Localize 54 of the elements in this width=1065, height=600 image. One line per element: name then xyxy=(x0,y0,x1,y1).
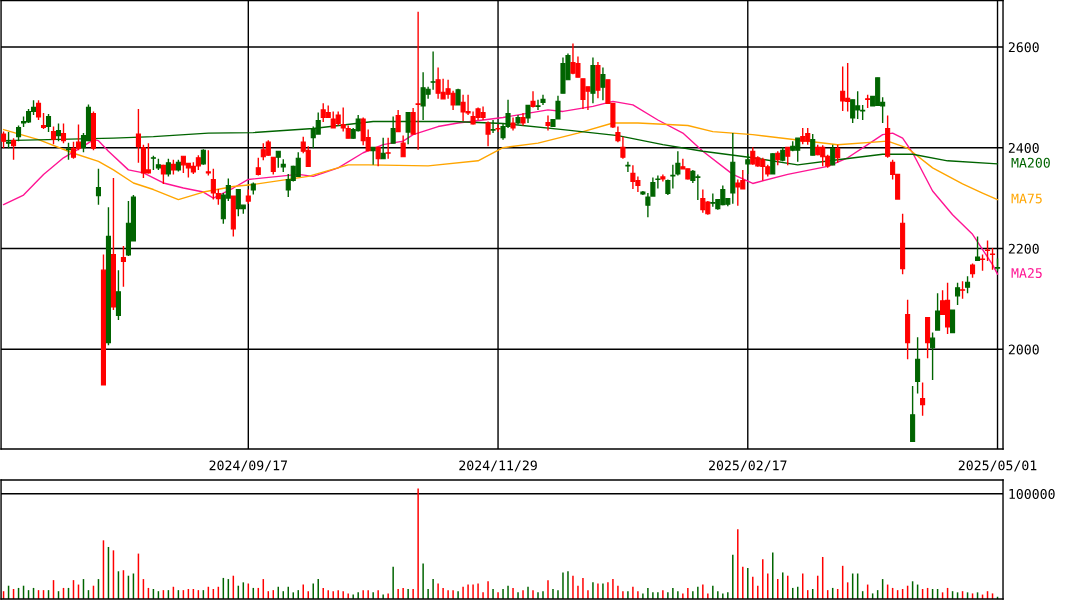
y-tick-label: 2200 xyxy=(1008,243,1039,254)
x-tick-label: 2025/02/17 xyxy=(709,460,787,472)
series-label: MA25 xyxy=(1011,268,1042,279)
line-series xyxy=(2,100,999,275)
x-tick-label: 2025/05/01 xyxy=(958,460,1037,472)
candlestick xyxy=(835,143,841,164)
candlestick xyxy=(400,134,406,158)
candlestick xyxy=(95,168,102,206)
candlestick xyxy=(700,188,706,214)
candlestick xyxy=(395,109,401,133)
candlestick xyxy=(380,136,386,160)
candlestick xyxy=(850,99,856,124)
candlestick xyxy=(305,145,311,168)
y-tick-label: 2600 xyxy=(1008,42,1039,53)
candlestick xyxy=(375,146,381,168)
candlestick xyxy=(545,114,551,132)
series-label: MA75 xyxy=(1011,193,1042,204)
candlestick xyxy=(735,178,741,207)
candlestick xyxy=(370,146,376,166)
candlestick xyxy=(120,245,126,288)
candlestick xyxy=(10,137,17,161)
candlestick xyxy=(385,136,391,160)
candlestick xyxy=(600,66,606,102)
candlestick xyxy=(920,381,926,417)
candlestick xyxy=(530,90,536,109)
candlestick xyxy=(115,269,121,321)
candlestick xyxy=(495,123,501,133)
candlestick xyxy=(950,309,956,334)
candlestick xyxy=(295,151,301,178)
candlestick xyxy=(930,331,936,381)
x-tick-label: 2024/11/29 xyxy=(459,460,537,472)
candlestick xyxy=(915,336,921,395)
candlestick xyxy=(145,142,151,175)
line-series xyxy=(2,122,999,201)
candlestick xyxy=(840,65,846,112)
candlestick xyxy=(955,282,961,306)
candlestick xyxy=(984,239,991,262)
x-tick-label: 2024/09/17 xyxy=(209,460,288,472)
y-tick-label: 100000 xyxy=(1009,488,1055,499)
series-label: MA200 xyxy=(1011,157,1050,168)
candlestick xyxy=(989,247,996,271)
candlestick xyxy=(974,235,981,262)
candlestick xyxy=(205,149,211,177)
y-tick-label: 2000 xyxy=(1008,344,1039,355)
candlestick xyxy=(45,113,52,133)
candlestick xyxy=(485,120,491,147)
candlestick xyxy=(60,122,67,144)
y-tick-label: 2400 xyxy=(1008,142,1039,153)
candlestick xyxy=(35,99,42,121)
candlestick xyxy=(135,108,141,164)
candlestick xyxy=(710,192,716,208)
candlestick xyxy=(935,292,941,331)
candlestick xyxy=(810,133,816,156)
candlestick xyxy=(785,146,791,167)
